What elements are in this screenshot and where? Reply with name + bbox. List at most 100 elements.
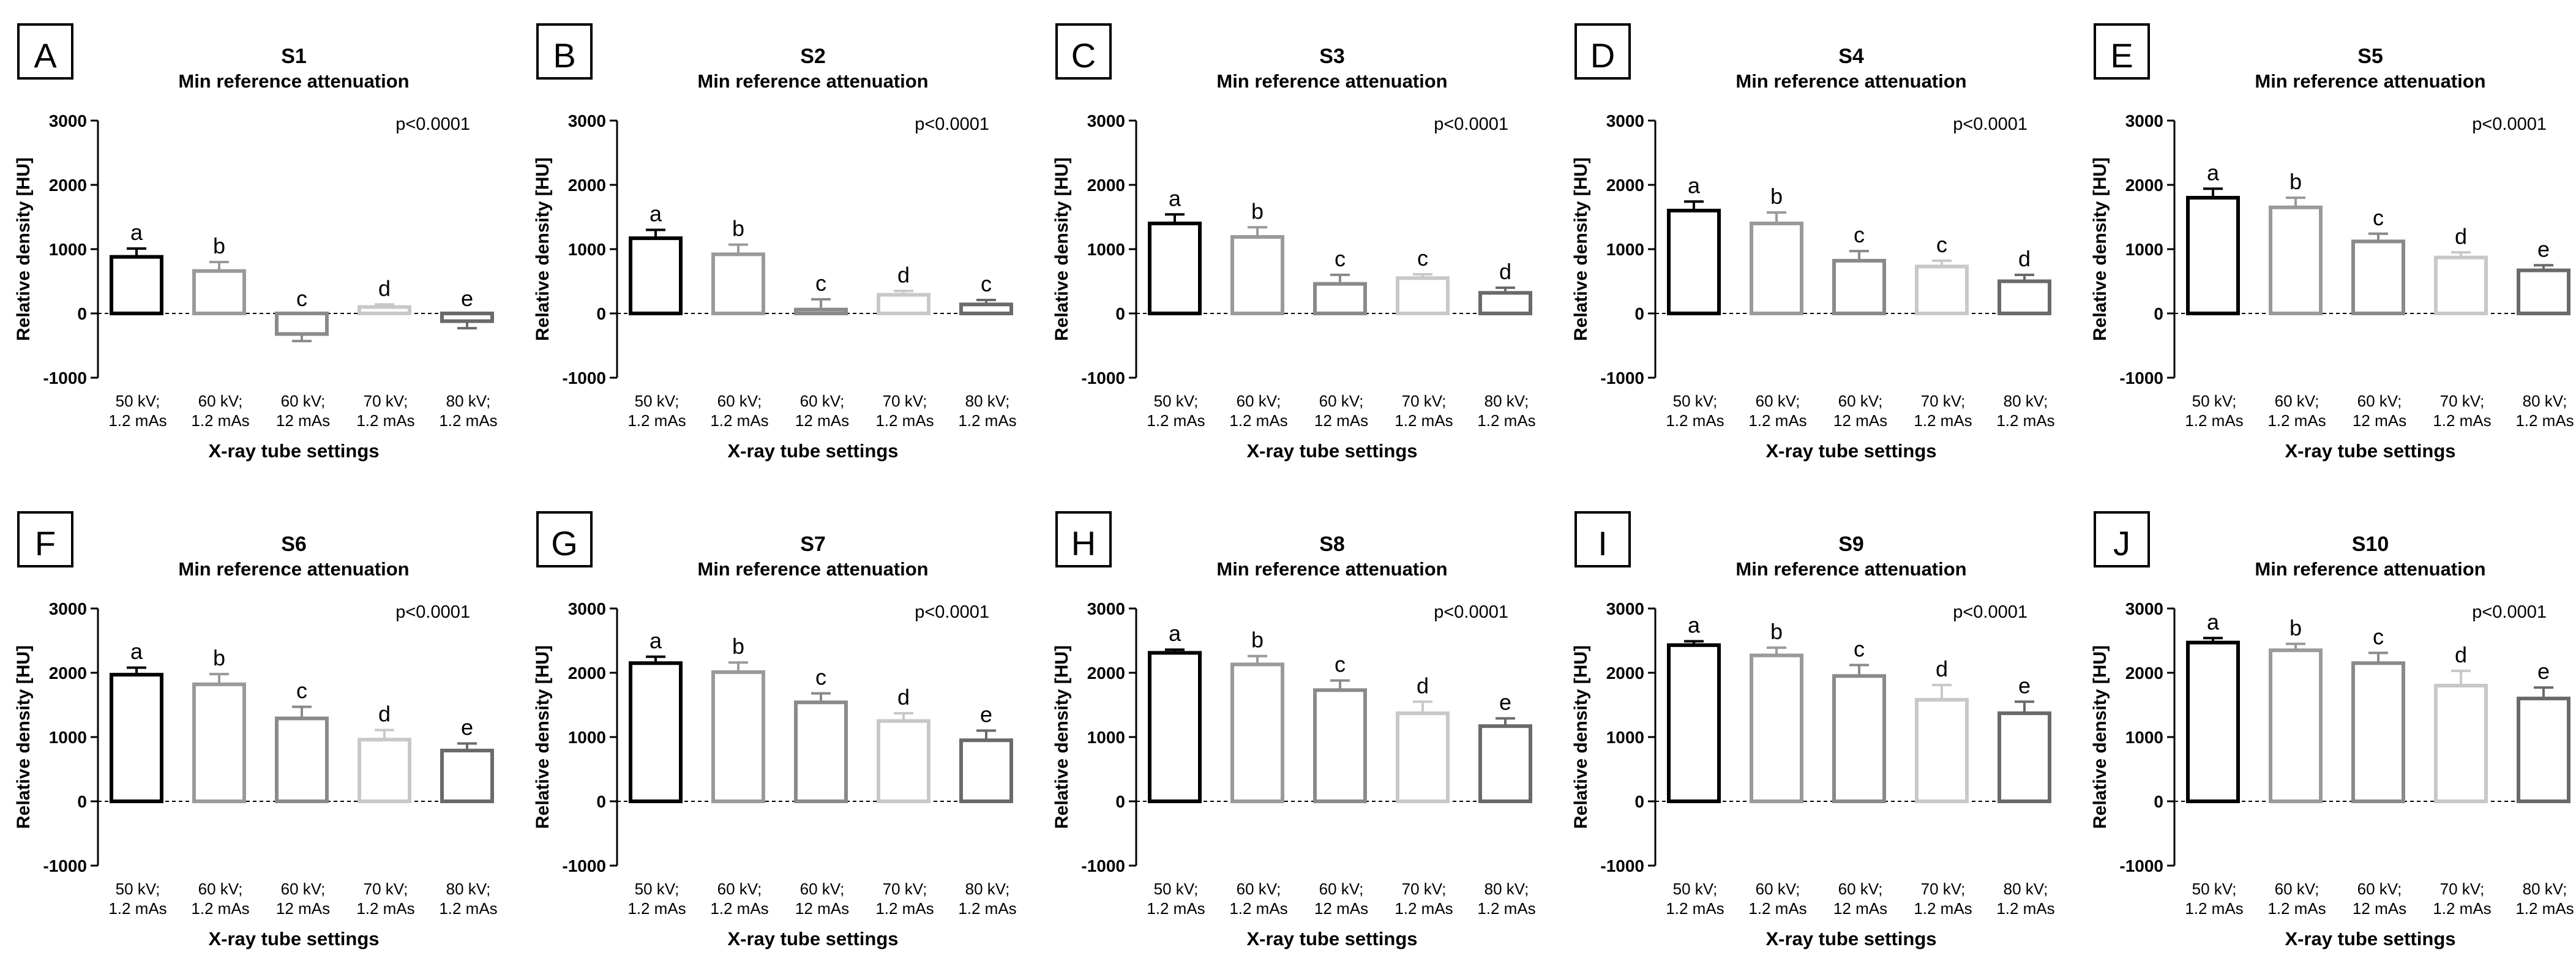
significance-letter: a [1688,173,1701,198]
bar [1998,711,2051,803]
x-tick-label: 80 kV; [1485,880,1529,898]
y-tick-label: 0 [77,304,87,323]
panel-letter: A [34,36,57,75]
y-tick-label: 3000 [568,599,606,618]
panel-letter: D [1590,36,1615,75]
panel-letter-box [1574,23,1631,80]
y-tick-label: 0 [1634,304,1644,323]
x-tick-label: 60 kV; [1756,392,1800,410]
bar [1148,222,1202,315]
bar [2517,268,2570,315]
significance-letter: a [2207,160,2220,185]
p-value: p<0.0001 [2472,114,2547,134]
significance-letter: c [981,271,992,296]
x-tick-label: 1.2 mAs [356,899,414,918]
significance-letter: a [130,220,143,245]
significance-letter: b [1770,184,1783,209]
x-tick-label: 1.2 mAs [2515,411,2574,430]
bar [877,293,930,315]
x-tick-label: 80 kV; [965,880,1010,898]
y-tick-label: 2000 [2125,176,2163,195]
x-tick-label: 1.2 mAs [627,411,686,430]
x-tick-label: 70 kV; [1402,392,1447,410]
chart-subtitle: Min reference attenuation [1216,70,1447,92]
x-tick-label: 80 kV; [446,880,491,898]
chart-subtitle: Min reference attenuation [697,558,928,580]
chart-subtitle: Min reference attenuation [1216,558,1447,580]
panel-letter: J [2113,524,2130,563]
x-tick-label: 1.2 mAs [2185,899,2243,918]
bar [275,312,329,336]
x-tick-label: 60 kV; [2357,880,2402,898]
significance-letter: c [1854,636,1865,661]
bar [358,738,411,804]
x-tick-label: 1.2 mAs [2267,411,2326,430]
bar [2186,640,2240,803]
x-tick-label: 12 mAs [795,899,849,918]
bar [1915,264,1969,316]
y-tick-label: 3000 [1606,599,1644,618]
p-value: p<0.0001 [395,114,470,134]
y-tick-label: 2000 [49,664,87,683]
chart-subtitle: Min reference attenuation [178,558,409,580]
chart-title: S5 [2357,45,2383,68]
y-tick-label: 3000 [49,599,87,618]
x-tick-label: 70 kV; [1402,880,1447,898]
significance-letter: b [213,645,225,670]
significance-letter: e [461,715,473,740]
x-tick-label: 1.2 mAs [1147,411,1205,430]
significance-letter: b [2290,615,2302,640]
x-tick-label: 70 kV; [883,392,927,410]
significance-letter: a [1169,185,1181,211]
x-tick-label: 1.2 mAs [1395,899,1453,918]
x-tick-label: 60 kV; [1237,880,1281,898]
x-tick-label: 1.2 mAs [627,899,686,918]
significance-letter: c [1335,652,1346,677]
y-tick-label: 2000 [568,664,606,683]
chart-subtitle: Min reference attenuation [2255,558,2485,580]
x-tick-label: 60 kV; [1319,880,1364,898]
significance-letter: b [2290,169,2302,194]
x-tick-label: 12 mAs [1314,411,1368,430]
bar [1396,711,1450,803]
x-axis-label: X-ray tube settings [1765,928,1936,949]
y-tick-label: 2000 [1606,176,1644,195]
bar [358,305,411,315]
significance-letter: c [1936,232,1947,257]
bar [1478,291,1532,315]
significance-letter: d [897,684,910,710]
x-tick-label: 1.2 mAs [1666,411,1724,430]
y-tick-label: 2000 [1606,664,1644,683]
y-tick-label: 2000 [568,176,606,195]
bar [275,716,329,803]
x-axis-label: X-ray tube settings [727,440,898,462]
x-tick-label: 1.2 mAs [1748,411,1807,430]
y-axis-label: Relative density [HU] [533,157,553,341]
x-tick-label: 1.2 mAs [108,899,167,918]
significance-letter: d [2018,246,2031,271]
y-tick-label: 1000 [568,728,606,747]
bar [877,719,930,803]
x-tick-label: 1.2 mAs [191,899,249,918]
chart-title: S6 [281,533,307,556]
y-tick-label: 0 [1115,304,1125,323]
significance-letter: b [1251,627,1264,653]
x-tick-label: 1.2 mAs [2267,899,2326,918]
bar [192,269,246,316]
x-tick-label: 1.2 mAs [1914,411,1972,430]
panel-letter: E [2110,36,2133,75]
x-tick-label: 12 mAs [1314,899,1368,918]
y-tick-label: -1000 [1081,856,1125,875]
bar [711,670,765,804]
x-tick-label: 50 kV; [116,392,160,410]
x-tick-label: 80 kV; [2004,880,2048,898]
significance-letter: e [2018,673,2031,698]
significance-letter: c [1854,222,1865,247]
significance-letter: a [1688,613,1701,638]
p-value: p<0.0001 [1953,114,2027,134]
significance-letter: b [1251,198,1264,223]
significance-letter: e [980,702,992,727]
chart-title: S10 [2352,533,2389,556]
x-tick-label: 1.2 mAs [1395,411,1453,430]
